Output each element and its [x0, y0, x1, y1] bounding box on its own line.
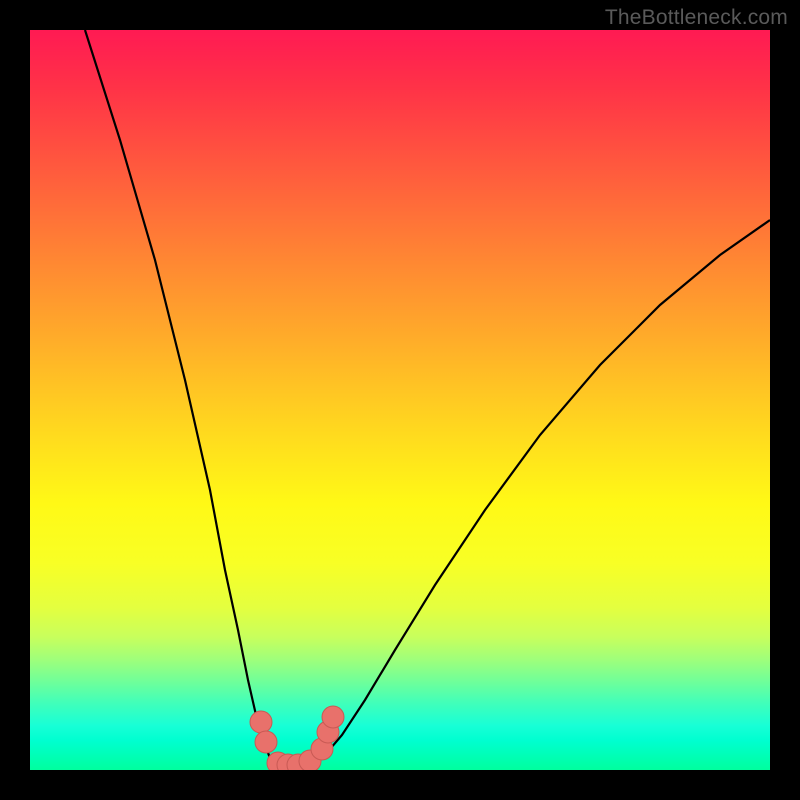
marker-point — [250, 711, 272, 733]
marker-point — [322, 706, 344, 728]
data-markers — [250, 706, 344, 770]
marker-point — [255, 731, 277, 753]
watermark-text: TheBottleneck.com — [605, 6, 788, 30]
left-curve — [85, 30, 286, 770]
overlay-svg — [30, 30, 770, 770]
right-curve — [286, 220, 770, 770]
